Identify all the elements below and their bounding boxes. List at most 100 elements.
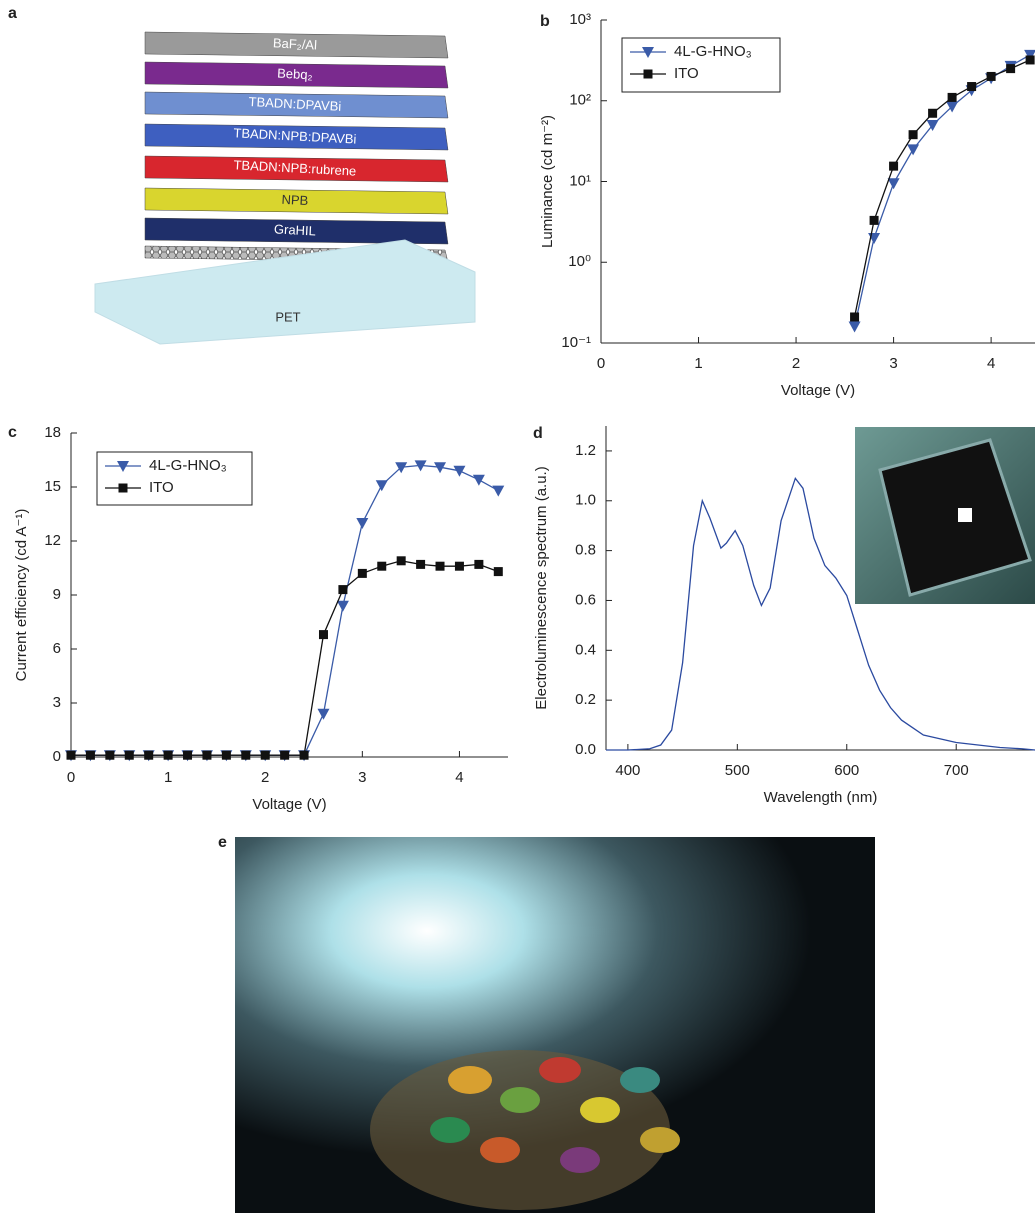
data-point — [241, 751, 250, 760]
layer-label: GraHIL — [274, 221, 317, 238]
legend-label: 4L-G-HNO₃ — [674, 43, 752, 60]
legend-label: ITO — [149, 479, 174, 496]
data-point — [358, 569, 367, 578]
x-axis-label: Wavelength (nm) — [764, 789, 878, 806]
y-tick-label: 1.2 — [575, 442, 596, 459]
y-tick-label: 10¹ — [569, 172, 591, 189]
data-point — [494, 567, 503, 576]
legend-label: 4L-G-HNO₃ — [149, 457, 227, 474]
photo-shape — [539, 1057, 581, 1083]
series-line — [855, 55, 1031, 327]
data-point — [164, 751, 173, 760]
y-tick-label: 3 — [53, 694, 61, 711]
data-point — [356, 518, 368, 529]
x-axis-label: Voltage (V) — [781, 382, 855, 399]
y-axis-label: Luminance (cd m⁻²) — [539, 115, 556, 248]
y-tick-label: 10³ — [569, 11, 591, 28]
data-point — [397, 556, 406, 565]
series-line — [71, 465, 498, 755]
y-tick-label: 6 — [53, 640, 61, 657]
legend-label: ITO — [674, 65, 699, 82]
data-point — [319, 630, 328, 639]
x-tick-label: 500 — [725, 762, 750, 779]
data-point — [870, 216, 879, 225]
data-point — [416, 560, 425, 569]
x-tick-label: 3 — [889, 355, 897, 372]
layer-label: NPB — [281, 192, 308, 208]
data-point — [849, 322, 861, 333]
data-point — [337, 601, 349, 612]
data-point — [377, 562, 386, 571]
x-axis-label: Voltage (V) — [252, 796, 326, 813]
x-tick-label: 0 — [597, 355, 605, 372]
data-point — [183, 751, 192, 760]
data-point — [338, 585, 347, 594]
y-axis-label: Current efficiency (cd A⁻¹) — [13, 509, 30, 682]
inset-pixel — [958, 508, 972, 522]
photo — [235, 837, 875, 1213]
data-point — [455, 562, 464, 571]
x-tick-label: 2 — [792, 355, 800, 372]
panel-label: e — [218, 834, 227, 851]
data-point — [987, 72, 996, 81]
y-tick-label: 18 — [44, 424, 61, 441]
data-point — [144, 751, 153, 760]
data-point — [928, 109, 937, 118]
y-axis-label: Electroluminescence spectrum (a.u.) — [533, 466, 550, 709]
y-tick-label: 10⁻¹ — [561, 334, 591, 351]
photo-shape — [580, 1097, 620, 1123]
data-point — [453, 466, 465, 477]
y-tick-label: 12 — [44, 532, 61, 549]
data-point — [261, 751, 270, 760]
data-point — [67, 751, 76, 760]
photo-shape — [620, 1067, 660, 1093]
x-tick-label: 400 — [615, 762, 640, 779]
panel-label: d — [533, 425, 543, 442]
layer-label: PET — [275, 309, 300, 324]
photo-shape — [560, 1147, 600, 1173]
figure: a BaF₂/AlBebq₂TBADN:DPAVBiTBADN:NPB:DPAV… — [0, 0, 1035, 1213]
data-point — [492, 486, 504, 497]
x-tick-label: 1 — [164, 769, 172, 786]
data-point — [436, 562, 445, 571]
photo-shape — [640, 1127, 680, 1153]
data-point — [967, 82, 976, 91]
layer-stack: BaF₂/AlBebq₂TBADN:DPAVBiTBADN:NPB:DPAVBi… — [95, 32, 475, 344]
panel-label: a — [8, 5, 17, 22]
x-tick-label: 4 — [987, 355, 995, 372]
photo-shape — [500, 1087, 540, 1113]
y-tick-label: 9 — [53, 586, 61, 603]
legend-marker — [119, 484, 128, 493]
data-point — [948, 93, 957, 102]
series-line — [71, 561, 498, 755]
data-point — [105, 751, 114, 760]
data-point — [889, 162, 898, 171]
data-point — [300, 751, 309, 760]
x-tick-label: 4 — [455, 769, 463, 786]
layer-label: BaF₂/Al — [273, 35, 318, 52]
y-tick-label: 0 — [53, 748, 61, 765]
data-point — [474, 560, 483, 569]
legend-marker — [644, 70, 653, 79]
data-point — [909, 130, 918, 139]
data-point — [1006, 64, 1015, 73]
x-tick-label: 1 — [694, 355, 702, 372]
x-tick-label: 700 — [944, 762, 969, 779]
data-point — [888, 178, 900, 189]
y-tick-label: 15 — [44, 478, 61, 495]
photo-shape — [448, 1066, 492, 1094]
data-point — [907, 144, 919, 155]
data-point — [376, 480, 388, 491]
x-tick-label: 600 — [834, 762, 859, 779]
y-tick-label: 0.0 — [575, 741, 596, 758]
data-point — [473, 475, 485, 486]
x-tick-label: 2 — [261, 769, 269, 786]
y-tick-label: 10² — [569, 92, 591, 109]
layer-label: Bebq₂ — [277, 66, 313, 83]
photo-shape — [480, 1137, 520, 1163]
data-point — [280, 751, 289, 760]
data-point — [850, 312, 859, 321]
y-tick-label: 10⁰ — [568, 253, 591, 270]
y-tick-label: 0.8 — [575, 542, 596, 559]
data-point — [222, 751, 231, 760]
